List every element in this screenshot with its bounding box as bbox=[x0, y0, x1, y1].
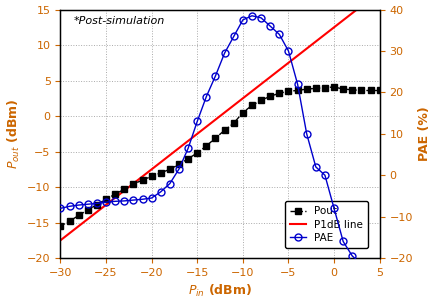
PAE bbox=[258, 16, 264, 20]
Pout bbox=[167, 167, 173, 171]
Text: *Post-simulation: *Post-simulation bbox=[74, 16, 165, 26]
PAE bbox=[222, 51, 227, 55]
Line: Pout: Pout bbox=[58, 84, 382, 229]
Line: PAE: PAE bbox=[57, 12, 383, 276]
PAE bbox=[304, 132, 309, 136]
Pout bbox=[67, 219, 72, 223]
Pout bbox=[213, 136, 218, 140]
Legend: Pout, P1dB line, PAE: Pout, P1dB line, PAE bbox=[285, 201, 368, 248]
PAE bbox=[231, 35, 236, 38]
Pout bbox=[304, 87, 309, 91]
PAE bbox=[295, 82, 300, 86]
PAE bbox=[359, 262, 364, 266]
Pout bbox=[231, 121, 236, 125]
Y-axis label: PAE (%): PAE (%) bbox=[419, 106, 431, 161]
PAE bbox=[177, 167, 182, 171]
Pout bbox=[177, 163, 182, 166]
Pout bbox=[94, 203, 100, 207]
Pout bbox=[323, 86, 328, 89]
Pout bbox=[286, 89, 291, 93]
PAE bbox=[277, 33, 282, 36]
PAE bbox=[131, 198, 136, 202]
Pout bbox=[267, 94, 273, 98]
Pout bbox=[368, 89, 373, 92]
Pout bbox=[194, 151, 200, 155]
PAE bbox=[368, 267, 373, 270]
Pout bbox=[104, 197, 109, 201]
Pout bbox=[340, 87, 346, 91]
PAE bbox=[313, 165, 319, 169]
PAE bbox=[104, 200, 109, 204]
PAE bbox=[67, 204, 72, 208]
Pout bbox=[240, 111, 246, 114]
PAE bbox=[204, 95, 209, 99]
Pout bbox=[277, 92, 282, 95]
PAE bbox=[213, 74, 218, 78]
Pout bbox=[350, 88, 355, 91]
Y-axis label: $P_{out}$ (dBm): $P_{out}$ (dBm) bbox=[6, 99, 22, 169]
Pout bbox=[76, 214, 81, 217]
PAE bbox=[113, 199, 118, 203]
Pout bbox=[258, 99, 264, 102]
PAE bbox=[140, 197, 145, 201]
PAE bbox=[194, 120, 200, 123]
PAE bbox=[240, 18, 246, 22]
Pout bbox=[331, 85, 336, 89]
Pout bbox=[185, 157, 191, 160]
PAE bbox=[286, 49, 291, 53]
Pout bbox=[222, 128, 227, 132]
Pout bbox=[250, 104, 255, 107]
PAE bbox=[323, 174, 328, 177]
PAE bbox=[85, 203, 90, 206]
PAE bbox=[267, 24, 273, 28]
Pout bbox=[313, 87, 319, 90]
PAE bbox=[167, 182, 173, 185]
PAE bbox=[121, 199, 127, 203]
PAE bbox=[149, 196, 154, 200]
Pout bbox=[113, 192, 118, 196]
PAE bbox=[340, 240, 346, 243]
PAE bbox=[158, 190, 163, 194]
PAE bbox=[76, 203, 81, 207]
PAE bbox=[250, 14, 255, 18]
X-axis label: $P_{in}$ (dBm): $P_{in}$ (dBm) bbox=[188, 283, 252, 300]
Pout bbox=[140, 178, 145, 182]
Pout bbox=[149, 174, 154, 178]
PAE bbox=[350, 254, 355, 258]
PAE bbox=[185, 146, 191, 150]
Pout bbox=[204, 144, 209, 148]
PAE bbox=[377, 271, 382, 275]
Pout bbox=[295, 89, 300, 92]
Pout bbox=[131, 182, 136, 186]
Pout bbox=[377, 89, 382, 92]
Pout bbox=[158, 171, 163, 175]
Pout bbox=[85, 208, 90, 212]
PAE bbox=[58, 206, 63, 210]
PAE bbox=[94, 202, 100, 205]
Pout bbox=[58, 224, 63, 228]
PAE bbox=[331, 206, 336, 210]
Pout bbox=[121, 187, 127, 191]
Pout bbox=[359, 89, 364, 92]
